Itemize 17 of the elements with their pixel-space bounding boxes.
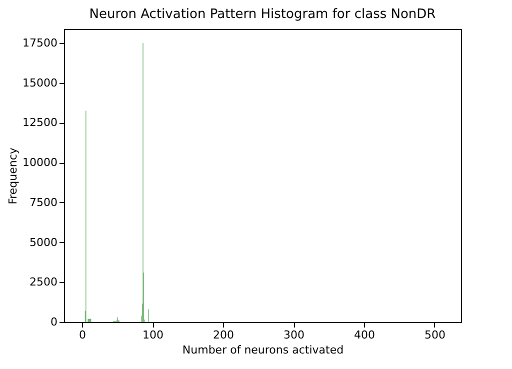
x-tick-label: 300 <box>284 328 305 342</box>
x-tick-label: 0 <box>79 328 86 342</box>
y-tick-label: 12500 <box>22 116 58 130</box>
y-tick-label: 10000 <box>22 156 58 170</box>
y-tick-label: 2500 <box>30 276 58 289</box>
y-tick-label: 7500 <box>30 196 58 209</box>
y-tick-label: 15000 <box>22 76 58 90</box>
x-axis-title: Number of neurons activated <box>182 344 344 356</box>
x-tick-label: 400 <box>354 328 376 342</box>
y-tick-label: 17500 <box>22 36 58 50</box>
chart-title: Neuron Activation Pattern Histogram for class NonDR <box>89 7 436 22</box>
y-tick-label: 0 <box>50 316 58 328</box>
x-tick-label: 500 <box>424 328 446 342</box>
x-tick-label: 200 <box>213 328 234 342</box>
x-tick-label: 100 <box>142 328 164 342</box>
y-axis-title: Frequency <box>6 147 20 204</box>
y-tick-label: 5000 <box>30 236 58 249</box>
